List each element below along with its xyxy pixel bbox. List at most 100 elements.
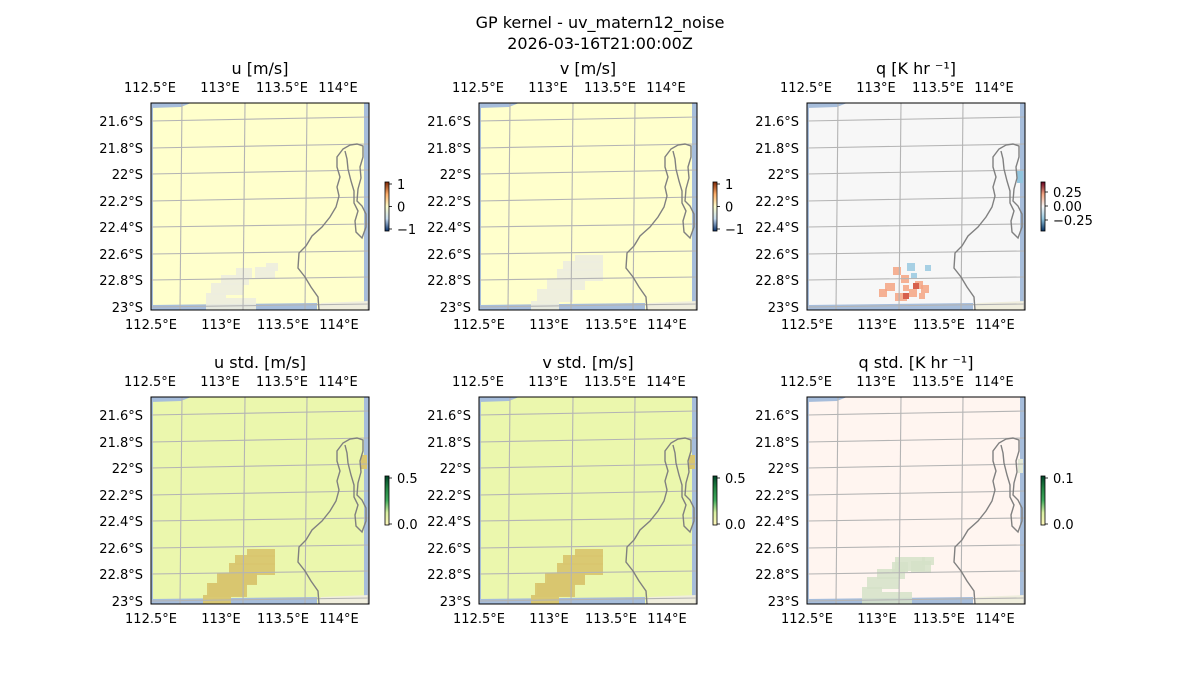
colorbar-tick-label: 0.0 (725, 518, 746, 533)
colorbar: 0.1 0.0 (1040, 472, 1074, 533)
lon-tick-label-top: 113.5°E (912, 375, 964, 390)
lat-tick-label: 22°S (112, 462, 143, 477)
meridian-line (632, 103, 636, 310)
field-cell (895, 293, 907, 301)
parallel-line (807, 196, 1025, 202)
field-cell (217, 573, 257, 585)
map-panel-2: v [m/s]112.5°E112.5°E113°E113°E113.5°E11… (427, 59, 744, 333)
lat-tick-label: 22°S (440, 168, 471, 183)
parallel-line (807, 544, 1025, 549)
meridian-line (507, 397, 511, 604)
lat-tick-label: 22.2°S (427, 195, 471, 210)
lon-tick-label-top: 112.5°E (780, 81, 832, 96)
parallel-line (479, 490, 697, 496)
parallel-line (807, 570, 1025, 575)
field-cell (895, 557, 925, 571)
ocean-strip-top (151, 103, 191, 108)
panel-title: q [K hr ⁻¹] (876, 59, 956, 78)
ocean-strip-right (692, 397, 697, 604)
lon-tick-label-bottom: 112.5°E (453, 612, 505, 627)
lat-tick-label: 22.6°S (427, 542, 471, 557)
lat-tick-label: 21.6°S (427, 115, 471, 130)
lat-tick-label: 21.6°S (99, 409, 143, 424)
ocean-strip-right (364, 397, 369, 604)
lat-tick-label: 22.4°S (99, 515, 143, 530)
coastline (297, 437, 367, 604)
colorbar: 0.5 0.0 (712, 472, 746, 533)
parallel-line (151, 410, 369, 416)
field-cell (1017, 171, 1023, 183)
parallel-line (151, 303, 369, 308)
colorbar-tick-label: 1 (397, 178, 405, 193)
colorbar-tick-label: 0.0 (397, 518, 418, 533)
parallel-line (151, 597, 369, 602)
meridian-line (242, 397, 246, 604)
field-cell (877, 569, 905, 579)
field-cell (922, 557, 934, 565)
field-cell (911, 273, 917, 279)
field-cell (203, 595, 231, 604)
figure-subtitle: 2026-03-16T21:00:00Z (507, 34, 693, 53)
map-panel-4: u std. [m/s] 112.5°E 112.5°E 113°E 113°E 113.… (99, 353, 417, 627)
lon-tick-label-top: 112.5°E (124, 81, 176, 96)
lon-tick-label-bottom: 114°E (975, 612, 1015, 627)
parallel-line (151, 143, 369, 149)
colorbar-tick-label: −1 (725, 223, 744, 238)
field-cell (266, 263, 278, 271)
colorbar-gradient (384, 181, 390, 232)
parallel-line (807, 276, 1025, 281)
ocean-strip-left (807, 103, 809, 310)
lat-tick-label: 22.8°S (99, 274, 143, 289)
parallel-line (151, 463, 369, 469)
meridian-line (242, 103, 246, 310)
parallel-line (479, 410, 697, 416)
panel-title: q std. [K hr ⁻¹] (859, 353, 974, 372)
meridian-line (898, 103, 902, 310)
parallel-line (807, 490, 1025, 496)
ocean-strip-left (479, 103, 481, 310)
lon-tick-label-top: 112.5°E (124, 375, 176, 390)
land-patch (645, 301, 697, 310)
lat-tick-label: 23°S (440, 595, 471, 610)
coastline (625, 437, 695, 604)
lon-tick-label-bottom: 113°E (201, 318, 241, 333)
parallel-line (151, 196, 369, 202)
parallel-line (151, 169, 369, 175)
meridian-line (304, 103, 308, 310)
field-cell (207, 583, 247, 597)
lon-tick-label-bottom: 114°E (319, 612, 359, 627)
lon-tick-label-top: 112.5°E (780, 375, 832, 390)
parallel-line (479, 544, 697, 549)
lon-tick-label-top: 113.5°E (584, 375, 636, 390)
ocean-strip-left (151, 397, 153, 604)
axes-frame (478, 396, 698, 605)
map-plot-area (151, 397, 369, 604)
lon-tick-label-bottom: 113°E (857, 318, 897, 333)
lat-tick-label: 22.8°S (755, 568, 799, 583)
field-cell (907, 263, 915, 271)
parallel-line (151, 223, 369, 228)
meridian-line (835, 103, 839, 310)
field-cell (1018, 459, 1023, 473)
meridian-line (367, 149, 369, 310)
field-cell (226, 298, 256, 310)
parallel-line (479, 143, 697, 149)
parallel-line (807, 463, 1025, 469)
ocean-strip-right (1020, 397, 1025, 604)
parallel-line (479, 250, 697, 255)
lat-tick-label: 21.8°S (427, 142, 471, 157)
parallel-line (807, 437, 1025, 443)
colorbar-tick-label: 0.0 (1053, 518, 1074, 533)
land-patch (973, 301, 1025, 310)
ocean-strip-right (364, 103, 369, 310)
field-cell (903, 285, 909, 291)
colorbar-tick-label: 0 (397, 201, 405, 216)
meridian-line (960, 103, 964, 310)
parallel-line (807, 116, 1025, 122)
parallel-line (479, 463, 697, 469)
lat-tick-label: 22.2°S (755, 195, 799, 210)
lat-tick-label: 22.6°S (99, 248, 143, 263)
field-cell (545, 573, 585, 585)
coastline (297, 143, 367, 310)
